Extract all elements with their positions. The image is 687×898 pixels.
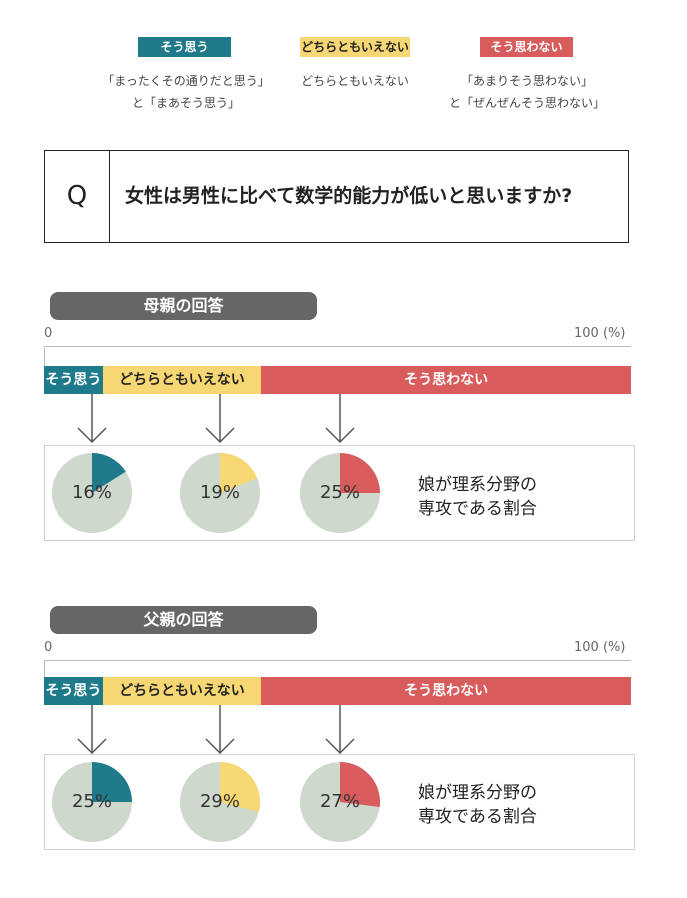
legend-badge-disagree: そう思わない (480, 37, 573, 57)
pie-slice-agree (92, 453, 126, 493)
pie-value-label-disagree-mother: 25% (319, 482, 360, 503)
legend-desc-disagree-line1: 「あまりそう思わない」 (460, 74, 593, 88)
down-arrow-icon (77, 394, 107, 444)
axis-min-label-father: 0 (44, 640, 53, 655)
pie-value-label-neutral-mother: 19% (199, 482, 240, 503)
pie-agree-father (52, 762, 132, 842)
down-arrow-icon (77, 705, 107, 755)
question-text: 女性は男性に比べて数学的能力が低いと思いますか? (125, 185, 573, 207)
caption-mother: 娘が理系分野の 専攻である割合 (418, 473, 537, 521)
pie-value-label-neutral-father: 29% (199, 791, 240, 812)
pie-value-label-disagree-father: 27% (319, 791, 360, 812)
pie-value-label-agree-mother: 16% (71, 482, 112, 503)
stacked-bar-mother: そう思う どちらともいえない そう思わない (44, 366, 631, 394)
pie-agree-mother (52, 453, 132, 533)
legend-desc-disagree-line2: と「ぜんぜんそう思わない」 (448, 96, 605, 110)
axis-max-label-father: 100 (%) (574, 640, 626, 655)
section-title-father: 父親の回答 (50, 606, 317, 634)
axis-line-mother (44, 346, 631, 347)
caption-mother-line2: 専攻である割合 (418, 499, 537, 519)
question-letter: Q (45, 151, 110, 242)
axis-line-father (44, 660, 631, 661)
legend-desc-agree: 「まったくその通りだと思う」 と「まあそう思う」 (86, 70, 286, 114)
legend-badge-agree: そう思う (138, 37, 231, 57)
pie-value-label-agree-father: 25% (71, 791, 112, 812)
section-title-mother: 母親の回答 (50, 292, 317, 320)
legend-desc-disagree: 「あまりそう思わない」 と「ぜんぜんそう思わない」 (432, 70, 622, 114)
stack-segment-neutral-father: どちらともいえない (102, 677, 262, 705)
pie-disagree-mother (300, 453, 380, 533)
question-box: Q 女性は男性に比べて数学的能力が低いと思いますか? (44, 150, 629, 243)
legend-desc-agree-line2: と「まあそう思う」 (131, 96, 240, 110)
pie-slice-neutral (220, 453, 258, 493)
legend-desc-neutral: どちらともいえない (288, 70, 422, 92)
stack-segment-neutral-mother: どちらともいえない (102, 366, 262, 394)
stack-segment-disagree-mother: そう思わない (261, 366, 631, 394)
pie-slice-disagree (340, 762, 380, 808)
stack-segment-agree-father: そう思う (44, 677, 103, 705)
down-arrow-icon (205, 705, 235, 755)
legend-badge-neutral: どちらともいえない (300, 37, 410, 57)
pie-slice-disagree (340, 453, 380, 493)
stack-segment-agree-mother: そう思う (44, 366, 103, 394)
pie-slice-neutral (220, 762, 260, 812)
legend-desc-neutral-line1: どちらともいえない (301, 74, 409, 88)
axis-left-tick-mother (44, 346, 45, 366)
caption-father-line2: 専攻である割合 (418, 807, 537, 827)
down-arrow-icon (325, 705, 355, 755)
axis-min-label-mother: 0 (44, 326, 53, 341)
axis-max-label-mother: 100 (%) (574, 326, 626, 341)
pie-disagree-father (300, 762, 380, 842)
axis-left-tick-father (44, 660, 45, 680)
stack-segment-disagree-father: そう思わない (261, 677, 631, 705)
caption-father: 娘が理系分野の 専攻である割合 (418, 781, 537, 829)
result-panel-mother (44, 445, 635, 541)
legend-desc-agree-line1: 「まったくその通りだと思う」 (102, 74, 270, 88)
down-arrow-icon (325, 394, 355, 444)
pie-neutral-mother (180, 453, 260, 533)
result-panel-father (44, 754, 635, 850)
stacked-bar-father: そう思う どちらともいえない そう思わない (44, 677, 631, 705)
caption-mother-line1: 娘が理系分野の (418, 475, 537, 495)
caption-father-line1: 娘が理系分野の (418, 783, 537, 803)
down-arrow-icon (205, 394, 235, 444)
pie-neutral-father (180, 762, 260, 842)
pie-slice-agree (92, 762, 132, 802)
